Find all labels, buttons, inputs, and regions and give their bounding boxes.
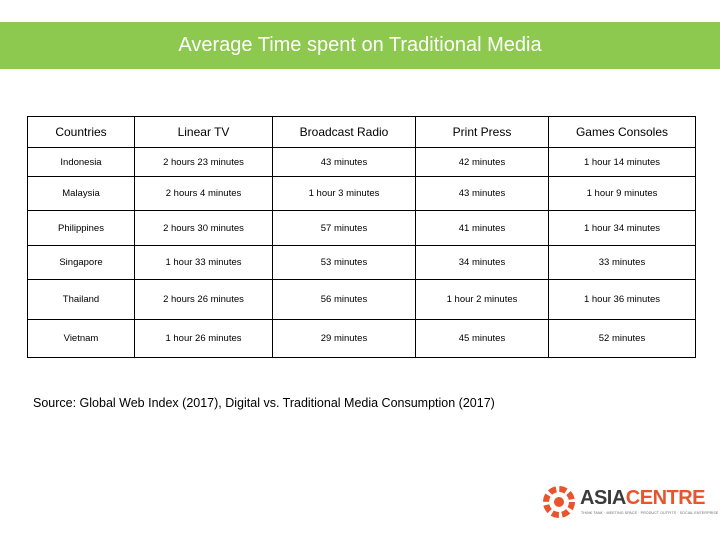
table-row: Vietnam 1 hour 26 minutes 29 minutes 45 … <box>27 319 696 358</box>
cell-linear-tv: 1 hour 33 minutes <box>134 245 273 280</box>
logo-tagline: THINK TANK · MEETING SPACE · PRODUCT OUT… <box>581 511 719 515</box>
asia-centre-logo: ASIACENTRE THINK TANK · MEETING SPACE · … <box>540 483 718 523</box>
cell-games-consoles: 33 minutes <box>548 245 696 280</box>
logo-word-asia: ASIA <box>580 487 626 509</box>
asia-centre-logo-icon <box>543 486 575 518</box>
cell-print-press: 41 minutes <box>415 210 549 246</box>
cell-broadcast-radio: 43 minutes <box>272 147 416 177</box>
table-row: Malaysia 2 hours 4 minutes 1 hour 3 minu… <box>27 176 696 211</box>
cell-linear-tv: 1 hour 26 minutes <box>134 319 273 358</box>
cell-linear-tv: 2 hours 4 minutes <box>134 176 273 211</box>
cell-games-consoles: 1 hour 14 minutes <box>548 147 696 177</box>
logo-word-centre: CENTRE <box>625 487 706 509</box>
cell-country: Vietnam <box>27 319 135 358</box>
cell-print-press: 1 hour 2 minutes <box>415 279 549 320</box>
cell-print-press: 34 minutes <box>415 245 549 280</box>
table-row: Philippines 2 hours 30 minutes 57 minute… <box>27 210 696 246</box>
cell-linear-tv: 2 hours 30 minutes <box>134 210 273 246</box>
table-row: Singapore 1 hour 33 minutes 53 minutes 3… <box>27 245 696 280</box>
cell-country: Philippines <box>27 210 135 246</box>
cell-broadcast-radio: 29 minutes <box>272 319 416 358</box>
cell-country: Singapore <box>27 245 135 280</box>
cell-broadcast-radio: 53 minutes <box>272 245 416 280</box>
header-games-consoles: Games Consoles <box>548 116 696 148</box>
header-countries: Countries <box>27 116 135 148</box>
cell-country: Malaysia <box>27 176 135 211</box>
media-time-table: Countries Linear TV Broadcast Radio Prin… <box>27 116 696 358</box>
title-bar: Average Time spent on Traditional Media <box>0 22 720 69</box>
cell-print-press: 43 minutes <box>415 176 549 211</box>
header-linear-tv: Linear TV <box>134 116 273 148</box>
header-print-press: Print Press <box>415 116 549 148</box>
cell-broadcast-radio: 1 hour 3 minutes <box>272 176 416 211</box>
table-row: Thailand 2 hours 26 minutes 56 minutes 1… <box>27 279 696 320</box>
cell-broadcast-radio: 56 minutes <box>272 279 416 320</box>
cell-games-consoles: 1 hour 36 minutes <box>548 279 696 320</box>
cell-country: Thailand <box>27 279 135 320</box>
table-header-row: Countries Linear TV Broadcast Radio Prin… <box>27 116 696 148</box>
logo-wordmark: ASIACENTRE <box>580 487 706 510</box>
cell-games-consoles: 52 minutes <box>548 319 696 358</box>
cell-broadcast-radio: 57 minutes <box>272 210 416 246</box>
cell-games-consoles: 1 hour 34 minutes <box>548 210 696 246</box>
source-citation: Source: Global Web Index (2017), Digital… <box>33 396 495 410</box>
table-row: Indonesia 2 hours 23 minutes 43 minutes … <box>27 147 696 177</box>
cell-linear-tv: 2 hours 23 minutes <box>134 147 273 177</box>
header-broadcast-radio: Broadcast Radio <box>272 116 416 148</box>
cell-games-consoles: 1 hour 9 minutes <box>548 176 696 211</box>
page-title: Average Time spent on Traditional Media <box>178 34 542 56</box>
cell-print-press: 42 minutes <box>415 147 549 177</box>
cell-linear-tv: 2 hours 26 minutes <box>134 279 273 320</box>
cell-print-press: 45 minutes <box>415 319 549 358</box>
cell-country: Indonesia <box>27 147 135 177</box>
